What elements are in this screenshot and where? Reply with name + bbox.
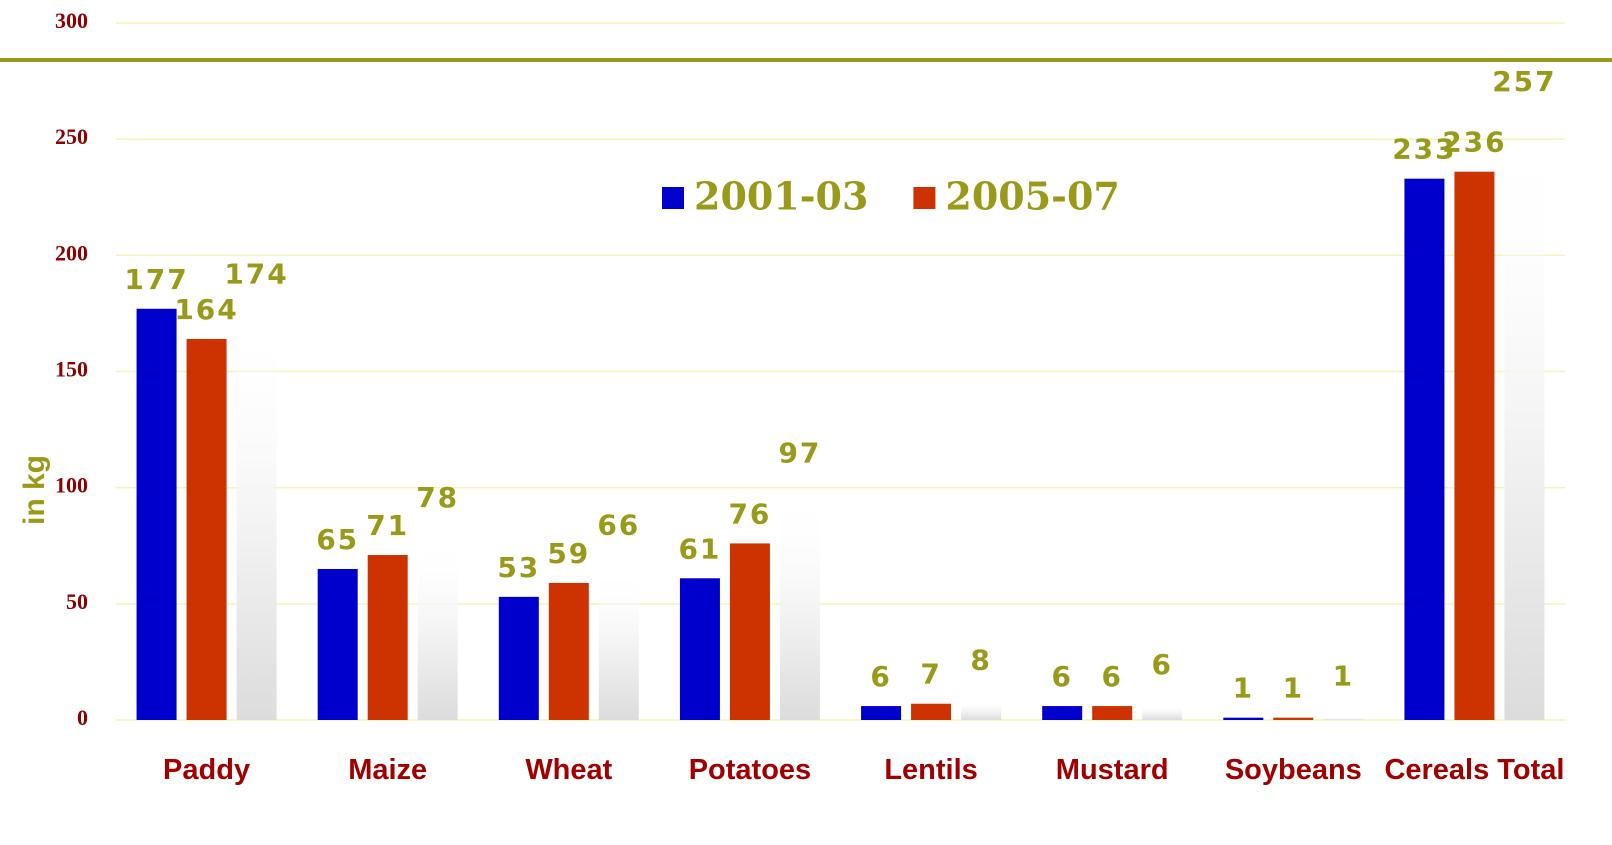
bar (598, 566, 639, 720)
y-tick-label: 100 (55, 473, 88, 498)
value-label: 1 (1333, 660, 1354, 693)
value-label: 59 (547, 537, 590, 570)
value-label: 53 (497, 551, 540, 584)
value-label: 65 (316, 523, 359, 556)
value-label: 76 (728, 497, 771, 530)
legend-swatch (913, 187, 936, 209)
bar (1223, 717, 1264, 720)
y-tick-label: 300 (55, 8, 88, 33)
value-label: 78 (416, 481, 459, 514)
bar (1454, 171, 1495, 720)
value-label: 1 (1283, 672, 1304, 705)
header-rule (0, 58, 1612, 62)
x-tick-label: Mustard (1055, 754, 1169, 786)
bar (679, 578, 720, 720)
x-tick-label: Potatoes (688, 754, 812, 786)
value-label: 66 (597, 509, 640, 542)
value-label: 236 (1442, 126, 1506, 159)
value-label: 257 (1492, 65, 1556, 98)
legend-label: 2001-03 (694, 174, 868, 219)
bar (779, 494, 820, 720)
bar (236, 315, 277, 720)
x-tick-label: Soybeans (1224, 754, 1362, 786)
y-axis-label: in kg (18, 455, 51, 525)
x-tick-label: Maize (348, 754, 428, 786)
value-label: 71 (366, 509, 409, 542)
y-tick-label: 250 (55, 124, 88, 149)
bar (1092, 706, 1133, 720)
value-label: 97 (778, 437, 821, 470)
y-tick-label: 200 (55, 240, 88, 265)
bar (186, 338, 227, 720)
bar (1504, 122, 1545, 721)
x-tick-label: Cereals Total (1384, 754, 1565, 786)
value-label: 61 (678, 532, 721, 565)
bar (317, 568, 358, 720)
x-tick-label: Paddy (163, 754, 251, 786)
bar (1142, 706, 1183, 720)
bar (367, 555, 408, 720)
value-label: 174 (224, 258, 288, 291)
x-tick-label: Wheat (525, 754, 613, 786)
bar (1042, 706, 1083, 720)
y-tick-label: 0 (77, 705, 88, 730)
value-label: 6 (1101, 660, 1122, 693)
value-label: 164 (174, 293, 238, 326)
bar (1323, 717, 1364, 720)
bar (1404, 178, 1445, 720)
value-label: 6 (1151, 648, 1172, 681)
y-tick-label: 150 (55, 357, 88, 382)
legend-label: 2005-07 (945, 174, 1119, 219)
bar (1273, 717, 1314, 720)
legend-swatch (662, 187, 684, 209)
bar (911, 703, 952, 720)
value-label: 1 (1233, 672, 1254, 705)
bar (548, 582, 589, 720)
bar (729, 543, 770, 720)
bar (498, 596, 539, 720)
bar (861, 706, 902, 720)
value-label: 177 (124, 263, 188, 296)
bar (417, 538, 458, 720)
value-label: 233 (1392, 133, 1456, 166)
bar (961, 701, 1002, 720)
value-label: 8 (970, 643, 991, 676)
value-label: 6 (1051, 660, 1072, 693)
y-tick-label: 50 (66, 589, 88, 614)
bar (136, 308, 177, 720)
value-label: 7 (920, 658, 941, 691)
value-label: 6 (870, 660, 891, 693)
x-tick-label: Lentils (884, 754, 978, 786)
